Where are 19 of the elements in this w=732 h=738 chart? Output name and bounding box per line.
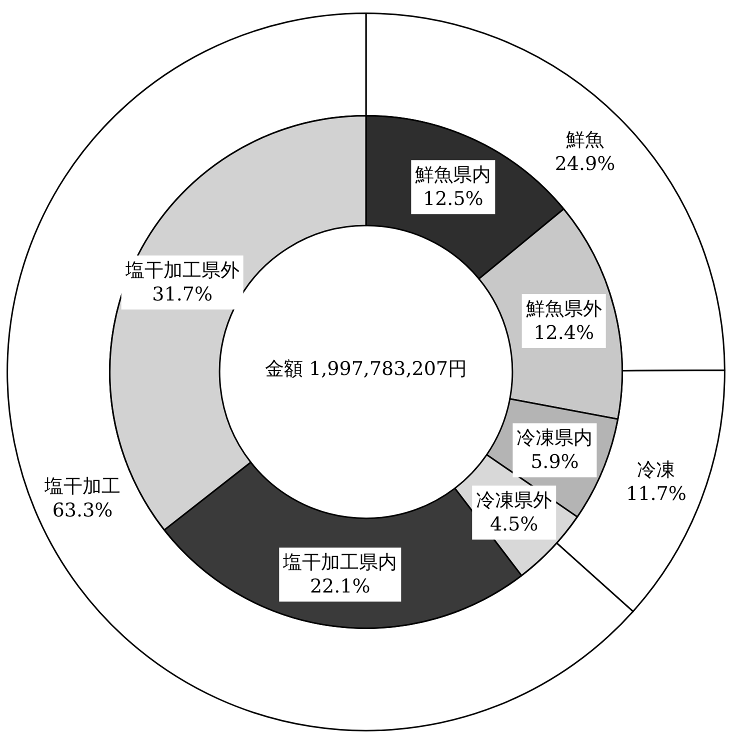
slice-label: 塩干加工県内 — [282, 552, 398, 574]
slice-label: 冷凍県外 — [476, 490, 552, 512]
data-label: 63.3% — [52, 499, 113, 522]
data-label: 31.7% — [152, 284, 212, 306]
data-label: 22.1% — [310, 576, 370, 598]
slice-label: 鮮魚 — [566, 128, 604, 151]
text: 金額 1,997,783,207円 — [264, 358, 468, 380]
slice-label: 冷凍 — [637, 459, 676, 482]
data-label: 12.4% — [534, 322, 594, 344]
slice-label: 鮮魚県外 — [526, 298, 602, 320]
data-label: 24.9% — [554, 152, 616, 175]
data-label: 4.5% — [490, 514, 538, 536]
data-label: 5.9% — [530, 451, 579, 474]
data-label: 12.5% — [422, 188, 484, 210]
slice-label: 冷凍県内 — [516, 427, 593, 450]
slice-label: 塩干加工 — [44, 475, 121, 498]
slice-label: 塩干加工県外 — [124, 260, 240, 282]
data-label: 11.7% — [626, 483, 686, 506]
slice-label: 鮮魚県内 — [415, 164, 492, 186]
